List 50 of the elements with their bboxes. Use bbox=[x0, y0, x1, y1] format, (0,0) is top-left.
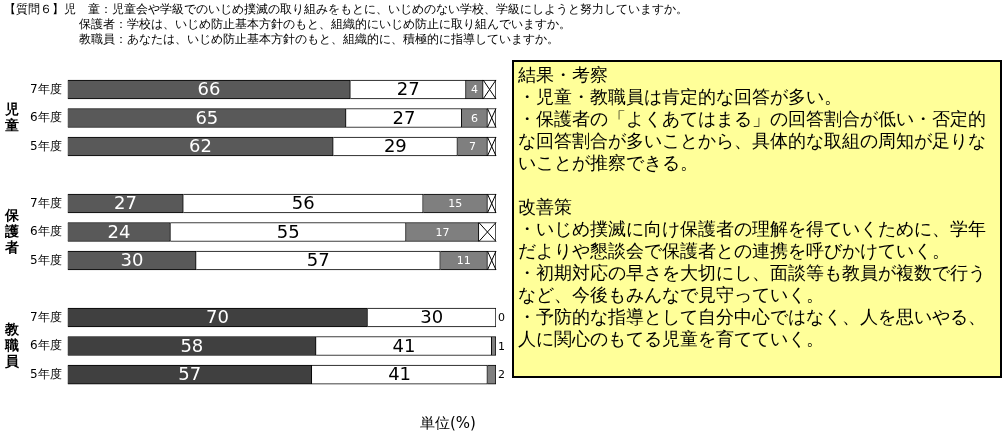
chart-title: 【質問６】児 童：児童会や学級でのいじめ撲滅の取り組みをもとに、いじめのない学校、学級にしようと努力していますか。 bbox=[4, 2, 688, 17]
data-label: 27 bbox=[396, 78, 420, 100]
data-label: 15 bbox=[448, 197, 463, 211]
data-label: 70 bbox=[206, 306, 230, 328]
text: 単位(%) bbox=[420, 414, 476, 433]
data-label: 27 bbox=[114, 192, 137, 214]
data-label: 30 bbox=[420, 306, 444, 328]
y-tick-label: 6年度 bbox=[29, 110, 62, 125]
data-label: 66 bbox=[197, 78, 221, 100]
y-tick-label: 5年度 bbox=[29, 252, 62, 267]
text: 結果・考察 bbox=[518, 64, 609, 86]
data-label: 2 bbox=[498, 368, 505, 382]
data-label: 0 bbox=[498, 311, 505, 325]
text: 教職員 bbox=[4, 320, 20, 369]
data-label: 30 bbox=[120, 249, 144, 271]
data-label: 24 bbox=[107, 220, 131, 242]
data-label: 56 bbox=[291, 192, 315, 214]
y-tick-label: 5年度 bbox=[29, 138, 62, 153]
y-tick-label: 6年度 bbox=[29, 338, 62, 353]
data-label: 1 bbox=[498, 339, 505, 353]
text: ・保護者の「よくあてはまる」の回答割合が低い・否定的な回答割合が多いことから、具体的な取組の周知が足りないことが推察できる。 bbox=[518, 108, 987, 174]
y-tick-label: 6年度 bbox=[29, 224, 62, 239]
data-label: 6 bbox=[471, 111, 479, 125]
data-label: 55 bbox=[276, 220, 300, 242]
text: ・初期対応の早さを大切にし、面談等も教員が複数で行うなど、今後もみんなで見守っていく。 bbox=[518, 262, 987, 306]
text: 保護者 bbox=[4, 206, 20, 255]
data-label: 27 bbox=[392, 106, 416, 128]
data-label: 41 bbox=[392, 334, 416, 356]
chart-subtitle: 保護者：学校は、いじめ防止基本方針のもと、組織的にいじめ防止に取り組んでいますか。 bbox=[79, 17, 571, 32]
data-label: 11 bbox=[456, 254, 471, 268]
text: 児童 bbox=[4, 100, 19, 133]
data-label: 41 bbox=[388, 363, 412, 385]
text: 教職員：あなたは、いじめ防止基本方針のもと、組織的に、積極的に指導していますか。 bbox=[79, 32, 559, 47]
data-label: 7 bbox=[468, 140, 476, 154]
text: ・児童・教職員は肯定的な回答が多い。 bbox=[518, 86, 843, 108]
y-tick-label: 5年度 bbox=[29, 366, 62, 381]
text: 改善策 bbox=[518, 196, 573, 218]
y-tick-label: 7年度 bbox=[29, 309, 62, 324]
data-label: 4 bbox=[471, 83, 479, 97]
data-label: 58 bbox=[180, 334, 204, 356]
data-label: 65 bbox=[195, 106, 219, 128]
data-label: 62 bbox=[188, 135, 212, 157]
y-tick-label: 7年度 bbox=[29, 81, 62, 96]
data-label: 29 bbox=[383, 135, 407, 157]
y-tick-label: 7年度 bbox=[29, 195, 62, 210]
text: ・予防的な指導として自分中心ではなく、人を思いやる、人に関心のもてる児童を育てていく。 bbox=[518, 306, 987, 350]
text: ・いじめ撲滅に向け保護者の理解を得ていくために、学年だよりや懇談会で保護者との連携を呼びかけていく。 bbox=[518, 218, 987, 262]
data-label: 57 bbox=[306, 249, 330, 271]
data-label: 17 bbox=[435, 225, 450, 239]
data-label: 57 bbox=[178, 363, 202, 385]
